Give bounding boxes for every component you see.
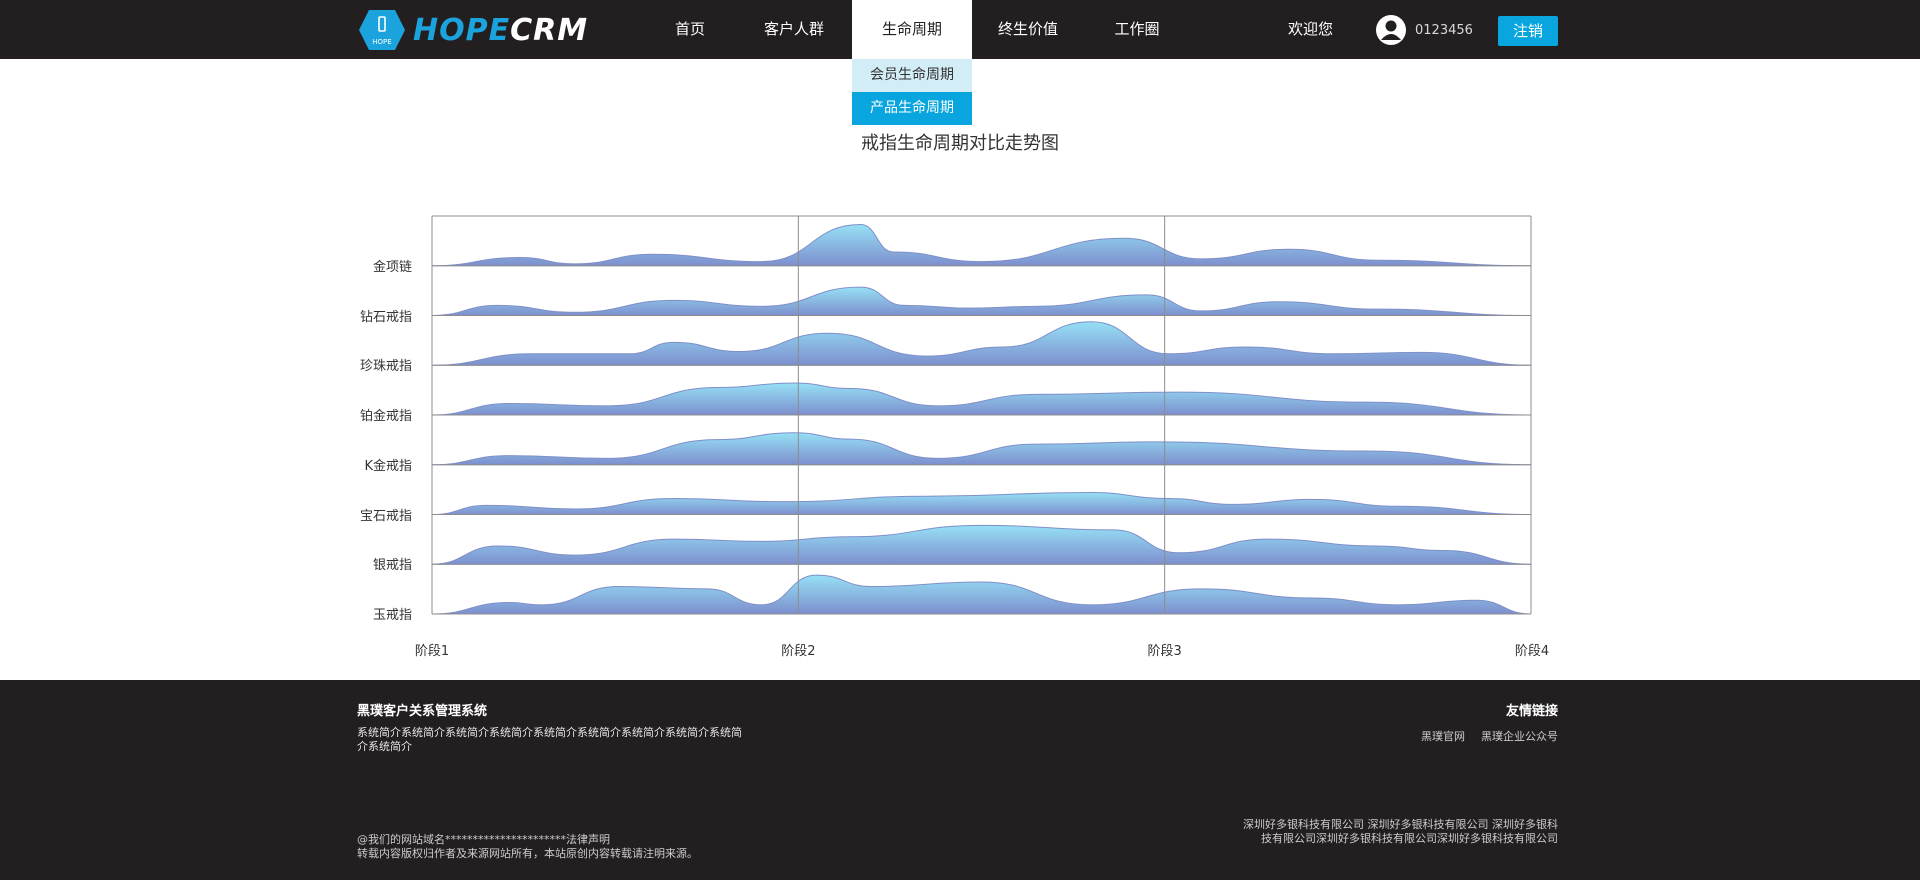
- nav-customer-groups[interactable]: 客户人群: [763, 20, 824, 38]
- welcome-text: 欢迎您: [1288, 20, 1334, 38]
- logo-wordmark: HOPECRM: [413, 13, 588, 48]
- nav-work-circle[interactable]: 工作圈: [1114, 20, 1160, 38]
- area-4: [431, 432, 1532, 466]
- user-id: 0123456: [1415, 23, 1473, 38]
- user-avatar-icon[interactable]: [1376, 15, 1406, 45]
- lifecycle-chart: 金项链钻石戒指珍珠戒指铂金戒指 K金戒指宝石戒指银戒指玉戒指 阶段1 阶段2 阶段3 阶…: [340, 200, 1580, 670]
- logo-hexagon-icon: HOPE: [357, 9, 407, 51]
- area-0: [431, 224, 1532, 267]
- footer: 黑璞客户关系管理系统 系统简介系统简介系统简介系统简介系统简介系统简介系统简介系…: [0, 680, 1920, 880]
- footer-intro: 系统简介系统简介系统简介系统简介系统简介系统简介系统简介系统简介系统简介系统简介: [357, 726, 742, 753]
- copyright-line-1: @我们的网站域名**********************法律声明: [357, 833, 610, 846]
- link-heipu-site[interactable]: 黑璞官网: [1421, 730, 1465, 743]
- logout-button[interactable]: 注销: [1498, 16, 1558, 46]
- lifecycle-dropdown: 会员生命周期 产品生命周期: [852, 59, 972, 125]
- row-label: 金项链: [372, 259, 412, 275]
- top-navbar: HOPE HOPECRM 首页 客户人群 生命周期 终生价值 工作圈 欢迎您 0…: [0, 0, 1920, 59]
- logo-crm: CRM: [510, 12, 589, 48]
- friend-links: 黑璞官网 黑璞企业公众号: [1405, 728, 1558, 744]
- stage-label: 阶段3: [1147, 644, 1182, 659]
- area-2: [431, 321, 1532, 366]
- copyright: @我们的网站域名**********************法律声明 转载内容版…: [357, 833, 698, 861]
- dropdown-product-lifecycle[interactable]: 产品生命周期: [852, 92, 972, 125]
- chart-svg: [431, 215, 1532, 615]
- nav-lifecycle[interactable]: 生命周期: [852, 0, 972, 59]
- nav-lifetime-value[interactable]: 终生价值: [997, 20, 1058, 38]
- friend-links-title: 友情链接: [1505, 704, 1558, 719]
- company-info: 深圳好多银科技有限公司 深圳好多银科技有限公司 深圳好多银科技有限公司深圳好多银…: [1243, 818, 1558, 845]
- row-label: 铂金戒指: [359, 409, 412, 424]
- row-label: 银戒指: [372, 558, 412, 574]
- row-label: 钻石戒指: [359, 309, 412, 325]
- nav-home[interactable]: 首页: [674, 20, 705, 38]
- stage-label: 阶段2: [781, 644, 816, 659]
- logo-hope: HOPE: [413, 12, 511, 48]
- stage-label: 阶段4: [1514, 644, 1550, 659]
- area-3: [431, 382, 1532, 416]
- logo[interactable]: HOPE HOPECRM: [357, 9, 588, 51]
- link-heipu-wechat[interactable]: 黑璞企业公众号: [1481, 730, 1558, 743]
- dropdown-member-lifecycle[interactable]: 会员生命周期: [852, 59, 972, 92]
- area-7: [431, 574, 1532, 615]
- area-6: [431, 524, 1532, 565]
- area-5: [431, 492, 1532, 515]
- area-1: [431, 286, 1532, 316]
- copyright-line-2: 转载内容版权归作者及来源网站所有，本站原创内容转载请注明来源。: [357, 847, 698, 860]
- footer-title: 黑璞客户关系管理系统: [357, 704, 488, 719]
- row-label: 宝石戒指: [359, 508, 412, 524]
- row-label: 玉戒指: [372, 608, 412, 623]
- logo-badge-text: HOPE: [372, 38, 392, 46]
- row-label: K金戒指: [364, 458, 412, 474]
- stage-label: 阶段1: [414, 644, 450, 659]
- chart-title: 戒指生命周期对比走势图: [861, 133, 1059, 154]
- row-label: 珍珠戒指: [359, 359, 412, 375]
